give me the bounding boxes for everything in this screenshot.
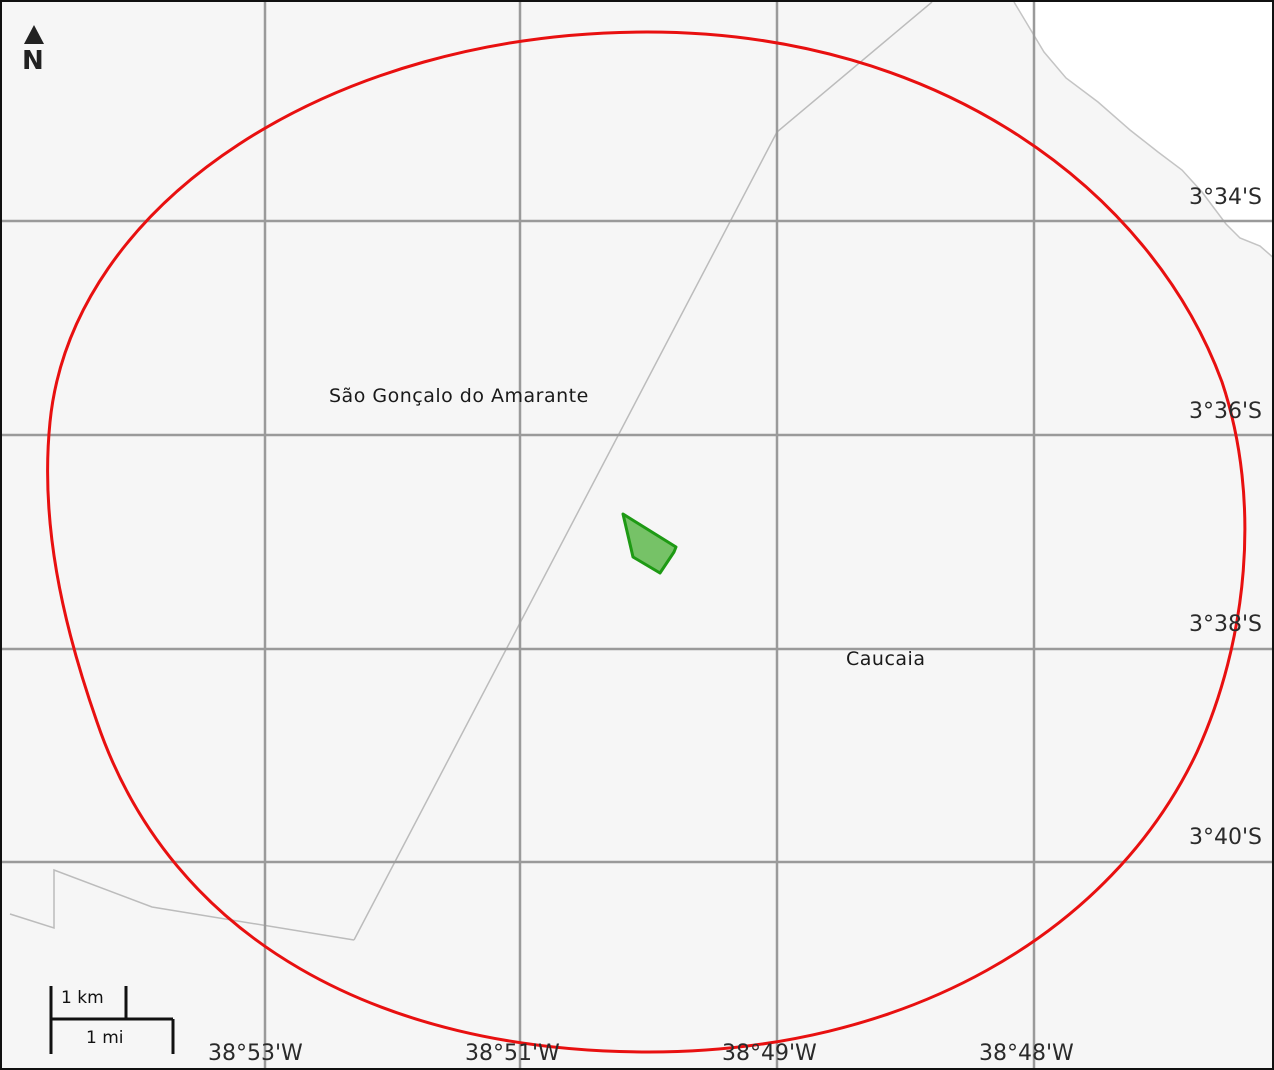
longitude-label: 38°49'W bbox=[722, 1041, 817, 1066]
latitude-label: 3°34'S bbox=[1189, 185, 1263, 210]
north-arrow-icon bbox=[24, 25, 44, 44]
longitude-label: 38°51'W bbox=[465, 1041, 560, 1066]
place-label-sao-goncalo: São Gonçalo do Amarante bbox=[329, 385, 589, 407]
site-polygon bbox=[621, 512, 678, 575]
scale-bar-mi-label: 1 mi bbox=[86, 1028, 124, 1048]
latitude-label: 3°38'S bbox=[1189, 612, 1263, 637]
place-label-caucaia: Caucaia bbox=[846, 648, 926, 670]
latitude-label: 3°36'S bbox=[1189, 399, 1263, 424]
coastline bbox=[1013, 2, 1272, 258]
north-letter: N bbox=[22, 46, 44, 76]
latitude-label: 3°40'S bbox=[1189, 825, 1263, 850]
north-arrow: N bbox=[20, 22, 50, 78]
radius-circle bbox=[46, 30, 1247, 1054]
scale-bar-graphic bbox=[49, 986, 175, 1054]
longitude-label: 38°48'W bbox=[979, 1041, 1074, 1066]
sea-area bbox=[1014, 2, 1272, 257]
longitude-label: 38°53'W bbox=[208, 1041, 303, 1066]
municipal-boundary-south bbox=[9, 868, 355, 941]
scale-bar-km-label: 1 km bbox=[61, 988, 104, 1008]
